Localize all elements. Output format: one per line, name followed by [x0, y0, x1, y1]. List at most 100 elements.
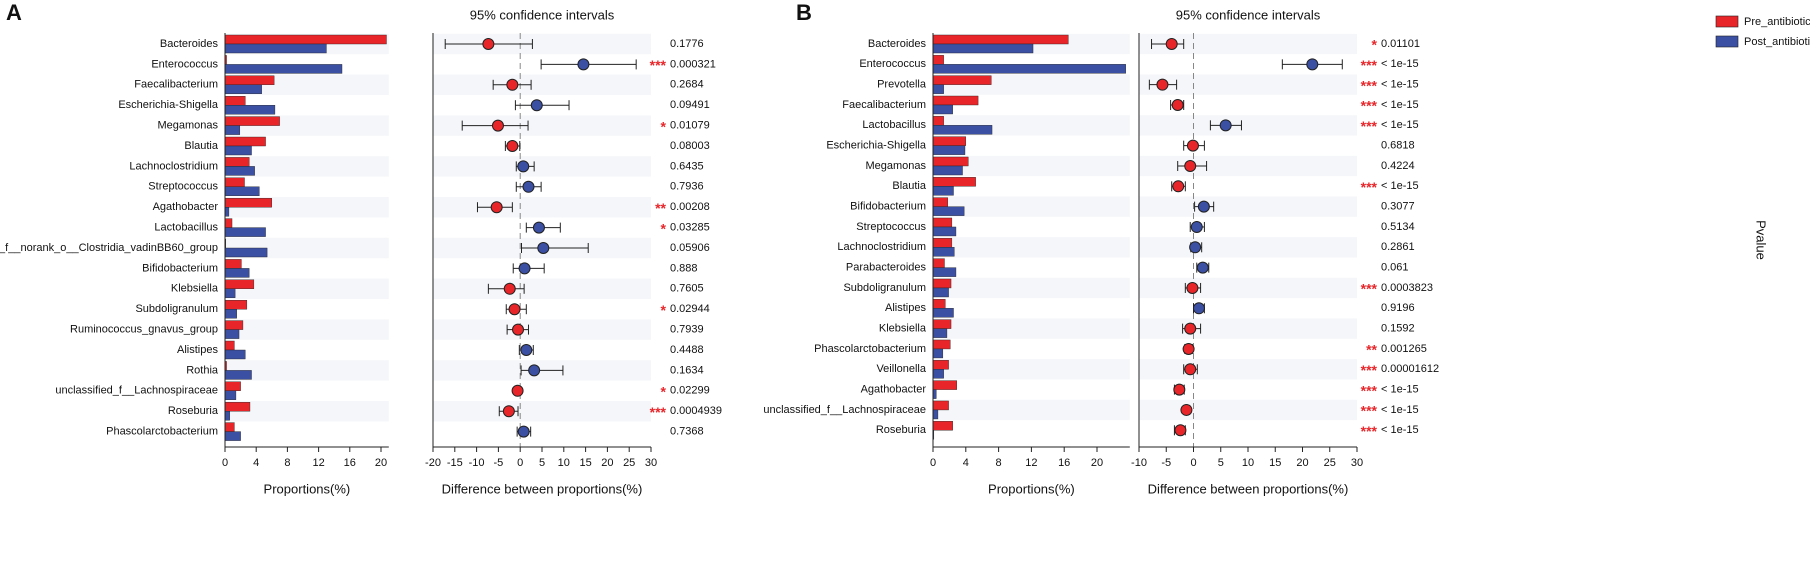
row-band [1139, 318, 1357, 339]
category-label: Ruminococcus_gnavus_group [70, 324, 218, 336]
bar [932, 267, 957, 277]
x-tick-label: 0 [930, 457, 936, 469]
category-label: Bifidobacterium [850, 201, 926, 213]
row-band [433, 115, 651, 136]
bar [224, 288, 236, 298]
significance: *** [1361, 423, 1378, 439]
point [502, 405, 515, 418]
x-axis-label: Proportions(%) [264, 481, 351, 496]
bar [932, 136, 966, 146]
point [1192, 302, 1205, 315]
significance: *** [1361, 403, 1378, 419]
bar [932, 206, 965, 216]
point [511, 384, 524, 397]
bar [932, 238, 953, 248]
bar [224, 431, 241, 441]
point [482, 38, 495, 50]
bar [224, 166, 255, 176]
p-value: < 1e-15 [1381, 99, 1419, 111]
row-band [933, 399, 1130, 421]
bar [224, 125, 241, 135]
category-label: Phascolarctobacterium [106, 426, 218, 438]
p-value: 0.01101 [1381, 38, 1420, 50]
p-value: 0.7368 [670, 426, 704, 438]
point [1172, 180, 1185, 193]
bar [224, 411, 230, 421]
bar [224, 34, 387, 45]
x-tick-label: 5 [539, 457, 545, 469]
p-value: 0.6435 [670, 160, 704, 172]
x-tick-label: 10 [1242, 457, 1254, 469]
point [1190, 220, 1203, 233]
bar [932, 258, 945, 268]
bar [224, 402, 251, 412]
x-tick-label: 20 [1296, 457, 1308, 469]
category-label: unclassified_f__Lachnospiraceae [763, 404, 926, 416]
point [1186, 281, 1199, 294]
bar [224, 104, 276, 115]
significance: * [1372, 37, 1378, 53]
bar [932, 226, 957, 237]
x-axis-label: Difference between proportions(%) [442, 481, 643, 496]
p-value: 0.7939 [670, 324, 704, 336]
bar [932, 177, 976, 187]
p-value: < 1e-15 [1381, 58, 1419, 70]
bar [224, 197, 272, 208]
bar [224, 390, 237, 400]
x-tick-label: -15 [447, 457, 463, 469]
x-tick-label: -5 [494, 457, 504, 469]
bar [932, 339, 951, 350]
significance: *** [1361, 98, 1378, 114]
p-value: < 1e-15 [1381, 119, 1419, 131]
p-value: 0.000321 [670, 58, 716, 70]
point [1186, 139, 1199, 152]
point [508, 303, 521, 316]
significance: *** [1361, 362, 1378, 378]
bar [932, 165, 963, 176]
row-band [1139, 359, 1357, 380]
significance: *** [1361, 118, 1378, 134]
row-band [225, 360, 389, 381]
category-label: Agathobacter [153, 201, 219, 213]
point [517, 160, 530, 173]
x-tick-label: 20 [601, 457, 613, 469]
category-label: Blautia [892, 180, 927, 192]
point [1174, 424, 1187, 437]
row-band [933, 155, 1130, 177]
row-band [933, 196, 1130, 217]
point [1197, 200, 1210, 213]
p-value: 0.02944 [670, 303, 710, 315]
significance: *** [1361, 77, 1378, 93]
category-label: Alistipes [885, 302, 926, 314]
x-tick-label: 0 [1190, 457, 1196, 469]
point [532, 221, 545, 234]
bar [224, 136, 266, 147]
row-band [1139, 399, 1357, 421]
x-tick-label: -20 [425, 457, 441, 469]
p-value: 0.7936 [670, 181, 704, 193]
bar [932, 328, 948, 338]
category-label: Faecalibacterium [842, 99, 926, 111]
p-value: < 1e-15 [1381, 180, 1419, 192]
x-tick-label: 16 [1058, 457, 1070, 469]
x-tick-label: 20 [375, 457, 387, 469]
p-value: 0.0003823 [1381, 282, 1433, 294]
bar [932, 55, 944, 65]
bar [932, 409, 939, 420]
bar [224, 177, 245, 188]
x-tick-label: 0 [517, 457, 523, 469]
chart-title: 95% confidence intervals [470, 7, 615, 22]
bar [224, 309, 237, 319]
x-tick-label: 8 [284, 457, 290, 469]
row-band [1139, 196, 1357, 217]
bar [224, 279, 255, 289]
point [1184, 363, 1197, 376]
point [506, 78, 519, 91]
category-label: Megamonas [865, 160, 926, 172]
point [528, 364, 541, 377]
bar [224, 218, 233, 228]
category-label: Subdoligranulum [135, 303, 218, 315]
bar [932, 197, 948, 207]
bar [224, 259, 242, 269]
p-value: 0.03285 [670, 222, 710, 234]
